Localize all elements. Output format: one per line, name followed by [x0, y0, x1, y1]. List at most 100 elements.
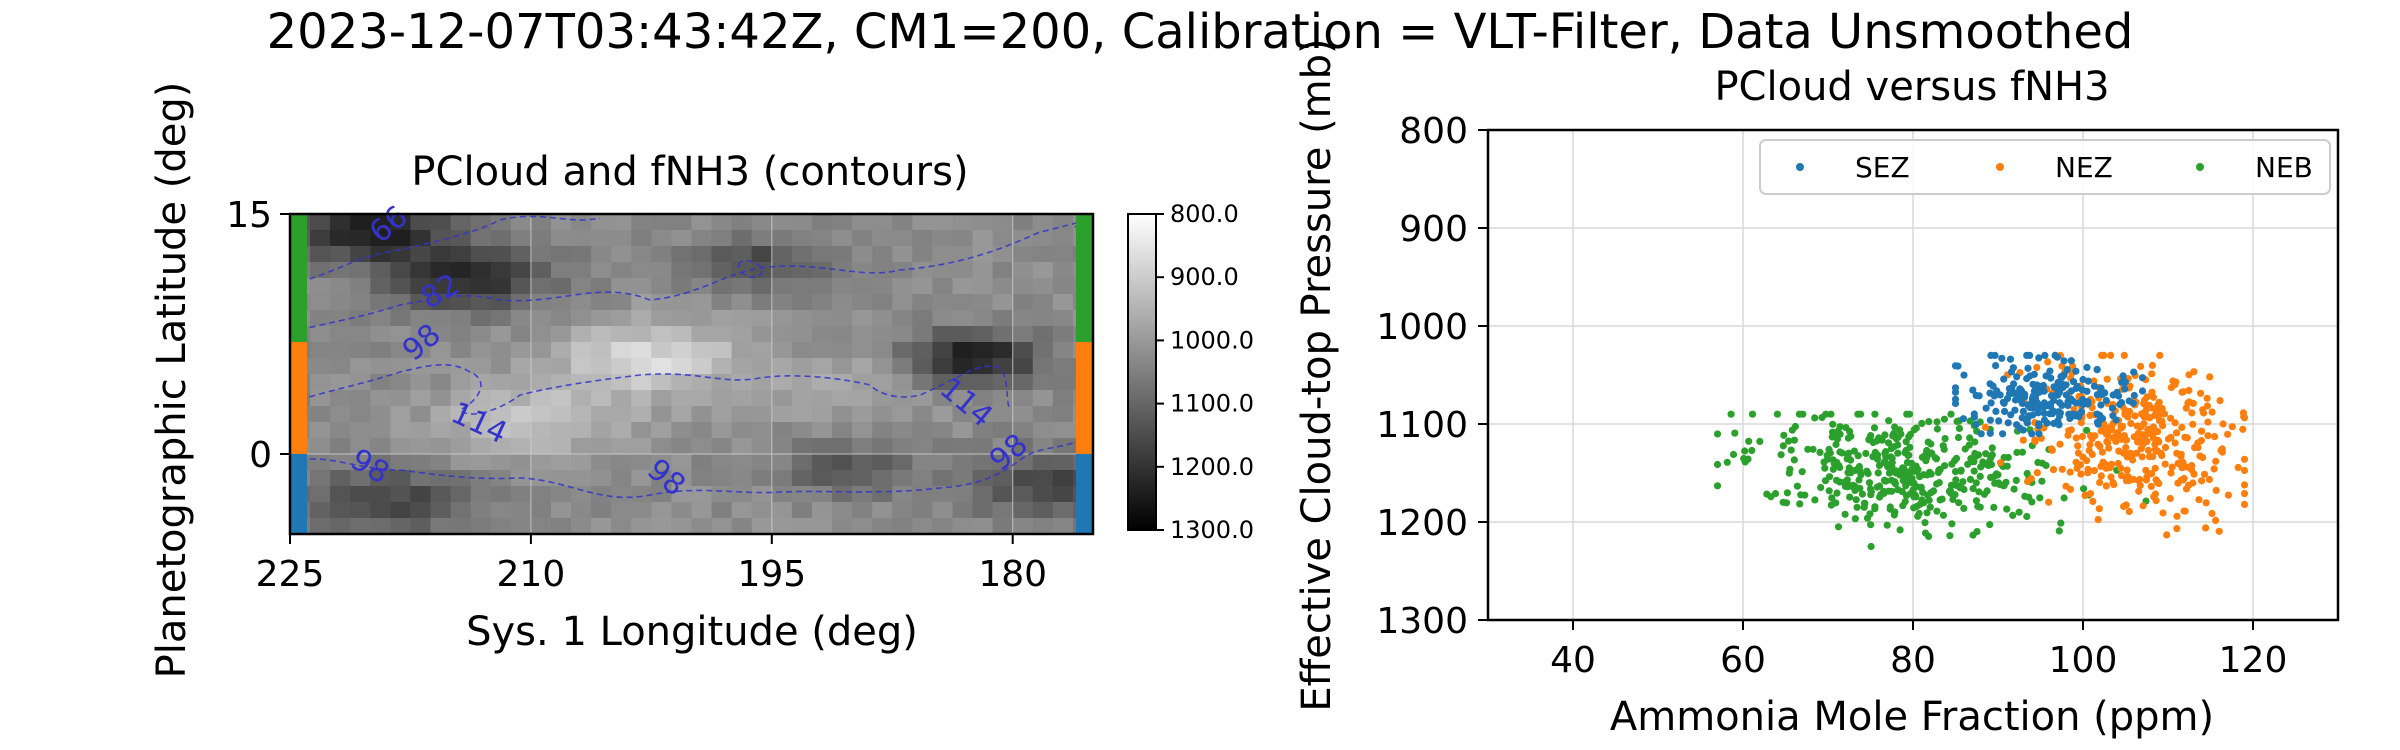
legend-marker-neb — [2196, 163, 2204, 171]
scatter-point-nez — [2218, 445, 2226, 453]
heatmap-cell — [631, 214, 652, 231]
scatter-point-neb — [1965, 441, 1973, 449]
scatter-point-nez — [2159, 422, 2167, 430]
heatmap-cell — [410, 390, 432, 407]
heatmap-cell — [892, 294, 913, 311]
heatmap-cell — [912, 230, 933, 247]
heatmap-cell — [691, 390, 713, 407]
scatter-point-sez — [2013, 421, 2021, 429]
heatmap-x-ticks: 225 210 195 180 — [256, 534, 1047, 595]
scatter-point-sez — [2108, 404, 2117, 412]
heatmap-cell — [731, 454, 753, 471]
heatmap-cell — [992, 230, 1014, 247]
scatter-point-neb — [1941, 462, 1949, 470]
scatter-point-neb — [1926, 503, 1934, 511]
scatter-ylabel: Effective Cloud-top Pressure (mb) — [1294, 38, 1340, 711]
scatter-point-neb — [1955, 424, 1963, 432]
scatter-point-nez — [2151, 464, 2159, 472]
legend-label-neb: NEB — [2255, 151, 2313, 184]
scatter-point-nez — [2074, 449, 2082, 457]
heatmap-cell — [691, 422, 713, 439]
scatter-point-neb — [1887, 445, 1895, 453]
heatmap-cell — [992, 278, 1014, 295]
heatmap-cell — [1032, 230, 1054, 247]
scatter-point-neb — [1947, 410, 1955, 418]
scatter-point-sez — [1989, 382, 1997, 390]
heatmap-cell — [852, 438, 873, 455]
zone-band-nez-right — [1076, 342, 1093, 454]
heatmap-cell — [470, 262, 492, 279]
heatmap-cell — [591, 454, 612, 471]
scatter-point-sez — [2029, 411, 2037, 419]
scatter-point-nez — [2056, 440, 2064, 448]
heatmap-cell — [490, 310, 512, 327]
scatter-point-neb — [2034, 458, 2042, 467]
heatmap-cell — [551, 406, 572, 423]
scatter-point-neb — [1836, 423, 1844, 431]
scatter-point-sez — [2019, 407, 2027, 415]
heatmap-cell — [370, 390, 391, 407]
scatter-point-nez — [2202, 524, 2210, 532]
scatter-point-nez — [2210, 465, 2218, 473]
heatmap-cell — [771, 438, 793, 455]
scatter-point-neb — [1867, 432, 1875, 440]
scatter-point-nez — [2090, 377, 2098, 385]
heatmap-cell — [611, 422, 632, 439]
heatmap-cell — [811, 326, 833, 343]
scatter-point-sez — [2130, 391, 2138, 400]
heatmap-cell — [691, 246, 713, 263]
heatmap-cell — [1052, 422, 1074, 439]
scatter-point-nez — [2076, 461, 2084, 469]
heatmap-cell — [510, 358, 532, 375]
scatter-point-neb — [1931, 454, 1939, 462]
heatmap-cell — [811, 246, 833, 263]
heatmap-cell — [370, 470, 391, 487]
scatter-point-neb — [1880, 487, 1888, 495]
scatter-point-neb — [1894, 441, 1902, 449]
scatter-point-neb — [1779, 498, 1787, 506]
heatmap-cell — [611, 326, 632, 343]
heatmap-cell — [510, 294, 532, 311]
scatter-point-neb — [1933, 507, 1941, 515]
heatmap-cell — [972, 454, 994, 471]
heatmap-cell — [611, 390, 632, 407]
heatmap-cell — [811, 470, 833, 487]
scatter-point-sez — [2011, 406, 2019, 414]
heatmap-cell — [430, 470, 452, 487]
heatmap-cell — [350, 326, 371, 343]
heatmap-cell — [551, 374, 572, 391]
heatmap-cell — [510, 214, 532, 231]
scatter-point-sez — [1987, 399, 1995, 407]
scatter-point-neb — [1940, 415, 1948, 423]
heatmap-cell — [330, 438, 351, 455]
scatter-point-nez — [2203, 402, 2211, 410]
scatter-point-nez — [2239, 409, 2247, 417]
scatter-point-sez — [2078, 386, 2086, 394]
heatmap-cell — [631, 246, 652, 263]
scatter-point-neb — [1841, 510, 1849, 518]
scatter-point-nez — [2195, 496, 2203, 504]
heatmap-xlabel: Sys. 1 Longitude (deg) — [466, 609, 918, 655]
scatter-point-neb — [1974, 451, 1983, 459]
heatmap-cell — [852, 358, 873, 375]
heatmap-cell — [832, 518, 853, 535]
heatmap-cell — [470, 422, 492, 439]
heatmap-cell — [691, 262, 713, 279]
heatmap-cell — [811, 438, 833, 455]
scatter-point-sez — [2097, 387, 2105, 395]
heatmap-cell — [952, 310, 974, 327]
heatmap-cell — [711, 214, 733, 231]
scatter-point-nez — [2197, 437, 2205, 445]
scatter-point-nez — [2123, 453, 2131, 461]
heatmap-cell — [631, 486, 652, 503]
scatter-point-sez — [1999, 430, 2007, 438]
heatmap-cell — [1012, 374, 1034, 391]
heatmap-cell — [410, 246, 432, 263]
scatter-point-nez — [2198, 427, 2206, 435]
scatter-point-nez — [2117, 422, 2125, 430]
heatmap-cell — [370, 518, 391, 535]
heatmap-cell — [932, 518, 954, 535]
heatmap-cell — [530, 326, 552, 343]
scatter-point-neb — [2015, 508, 2023, 516]
scatter-point-neb — [1723, 458, 1731, 466]
